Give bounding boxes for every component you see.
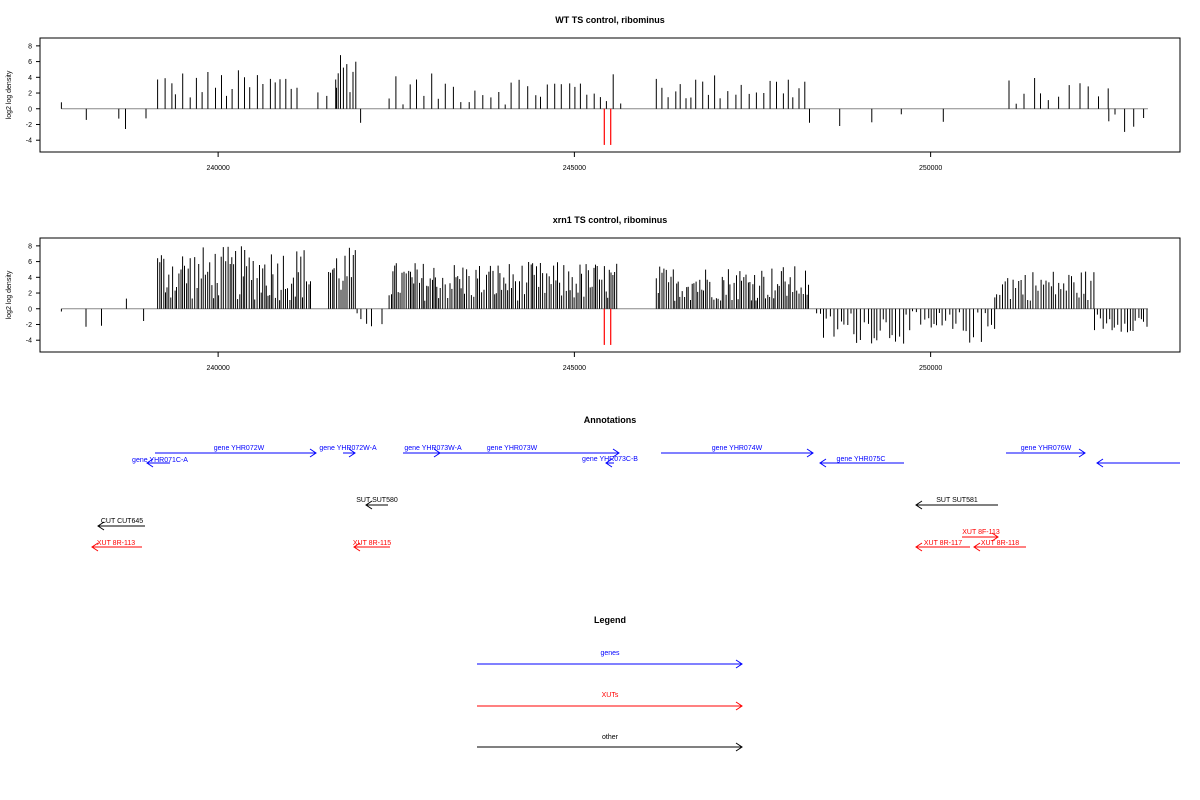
y-tick-label: 6 <box>28 59 32 66</box>
y-tick-label: -2 <box>26 122 32 129</box>
gene-arrow: gene YHR074W <box>661 445 814 458</box>
other-label: CUT CUT645 <box>101 518 143 525</box>
other-arrow: CUT CUT645 <box>97 518 145 531</box>
panel-xrn1-axes: -4 -2 0 2 4 6 8 240000 245000 250000 <box>26 243 943 372</box>
x-tick-label: 245000 <box>563 365 586 372</box>
panel-wt-axes: -4 -2 0 2 4 6 8 240000 245000 250000 <box>26 43 943 172</box>
xut-arrow: XUT 8R-117 <box>915 540 970 552</box>
xut-label: XUT 8R-115 <box>353 540 391 547</box>
gene-arrow: gene YHR076W <box>1006 445 1086 458</box>
xut-arrow: XUT 8R-113 <box>91 540 142 552</box>
xut-label: XUT 8R-118 <box>981 540 1019 547</box>
panel-wt: WT TS control, ribominus log2 log densit… <box>6 15 1181 172</box>
gene-arrow <box>1096 458 1180 468</box>
gene-arrow: gene YHR075C <box>819 456 904 468</box>
gene-label: gene YHR073W <box>487 445 538 452</box>
panel-wt-title: WT TS control, ribominus <box>555 15 665 25</box>
x-tick-label: 240000 <box>206 165 229 172</box>
xut-track: XUT 8R-113 XUT 8R-115 XUT 8F-113 XUT 8R-… <box>91 529 1026 552</box>
gene-label: gene YHR074W <box>712 445 763 452</box>
panel-wt-ylabel: log2 log density <box>6 70 13 119</box>
annotations-panel: Annotations gene YHR071C-A gene YHR072W … <box>91 415 1180 552</box>
xut-label: XUT 8R-117 <box>924 540 962 547</box>
x-tick-label: 250000 <box>919 165 942 172</box>
gene-label: gene YHR073C-B <box>582 456 638 463</box>
y-tick-label: -4 <box>26 338 32 345</box>
gene-arrow: gene YHR073W-A <box>403 445 462 458</box>
y-tick-label: 8 <box>28 243 32 250</box>
gene-label: gene YHR075C <box>837 456 886 463</box>
xut-arrow: XUT 8R-115 <box>353 540 391 552</box>
y-tick-label: 4 <box>28 275 32 282</box>
xut-label: XUT 8R-113 <box>97 540 135 547</box>
legend-label: other <box>602 734 619 741</box>
y-tick-label: -2 <box>26 322 32 329</box>
panel-xrn1-bars <box>60 246 1148 345</box>
gene-arrow: gene YHR071C-A <box>132 457 188 468</box>
other-label: SUT SUT580 <box>356 497 398 504</box>
y-tick-label: -4 <box>26 138 32 145</box>
xut-label: XUT 8F-113 <box>962 529 1000 536</box>
gene-label: gene YHR071C-A <box>132 457 188 464</box>
x-tick-label: 250000 <box>919 365 942 372</box>
panel-xrn1-ylabel: log2 log density <box>6 270 13 319</box>
legend-label: XUTs <box>602 692 619 699</box>
other-label: SUT SUT581 <box>936 497 978 504</box>
gene-label: gene YHR072W-A <box>319 445 377 452</box>
panel-xrn1: xrn1 TS control, ribominus log2 log dens… <box>6 215 1181 372</box>
xut-arrow: XUT 8F-113 <box>962 529 1000 542</box>
other-track: SUT SUT580 SUT SUT581 CUT CUT645 <box>97 497 998 531</box>
legend-item-other: other <box>477 734 743 752</box>
panel-xrn1-frame <box>39 237 1181 353</box>
legend: Legend genes XUTs other <box>477 615 743 752</box>
y-tick-label: 0 <box>28 306 32 313</box>
annotations-title: Annotations <box>584 415 637 425</box>
gene-label: gene YHR076W <box>1021 445 1072 452</box>
gene-label: gene YHR073W-A <box>404 445 462 452</box>
x-tick-label: 240000 <box>206 365 229 372</box>
y-tick-label: 2 <box>28 291 32 298</box>
y-tick-label: 8 <box>28 43 32 50</box>
legend-label: genes <box>600 650 620 657</box>
legend-item-genes: genes <box>477 650 743 669</box>
legend-item-xuts: XUTs <box>477 692 743 711</box>
gene-label: gene YHR072W <box>214 445 265 452</box>
gene-arrow: gene YHR073C-B <box>582 456 638 468</box>
y-tick-label: 0 <box>28 106 32 113</box>
gene-track: gene YHR071C-A gene YHR072W gene YHR072W… <box>132 445 1180 468</box>
y-tick-label: 4 <box>28 75 32 82</box>
gene-arrow: gene YHR072W-A <box>319 445 377 458</box>
x-tick-label: 245000 <box>563 165 586 172</box>
y-tick-label: 2 <box>28 91 32 98</box>
other-arrow: SUT SUT581 <box>915 497 998 510</box>
gene-arrow: gene YHR073W <box>440 445 620 458</box>
panel-wt-bars <box>60 55 1148 145</box>
legend-title: Legend <box>594 615 626 625</box>
panel-xrn1-title: xrn1 TS control, ribominus <box>553 215 668 225</box>
xut-arrow: XUT 8R-118 <box>973 540 1026 552</box>
gene-arrow: gene YHR072W <box>155 445 317 458</box>
y-tick-label: 6 <box>28 259 32 266</box>
other-arrow: SUT SUT580 <box>356 497 398 510</box>
